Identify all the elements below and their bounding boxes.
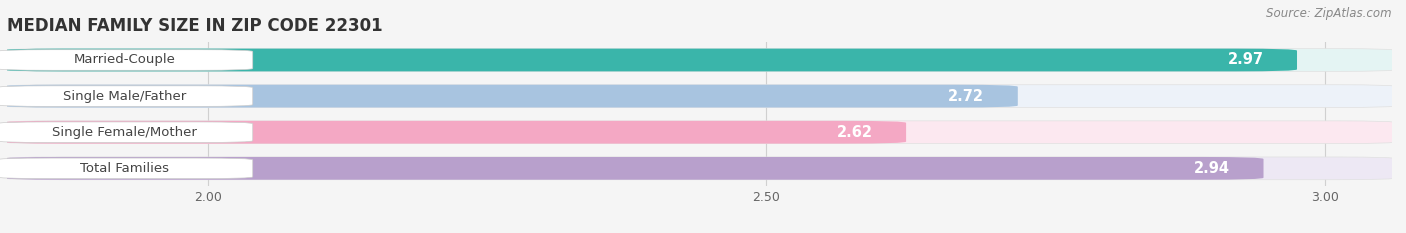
Text: Single Female/Mother: Single Female/Mother (52, 126, 197, 139)
Text: 2.94: 2.94 (1194, 161, 1230, 176)
FancyBboxPatch shape (0, 86, 253, 106)
FancyBboxPatch shape (1, 85, 1398, 107)
FancyBboxPatch shape (1, 157, 1264, 180)
FancyBboxPatch shape (1, 157, 1398, 180)
Text: Source: ZipAtlas.com: Source: ZipAtlas.com (1267, 7, 1392, 20)
Text: Married-Couple: Married-Couple (73, 54, 176, 66)
FancyBboxPatch shape (1, 85, 1018, 107)
Text: Single Male/Father: Single Male/Father (63, 90, 186, 103)
Text: 2.97: 2.97 (1227, 52, 1264, 68)
FancyBboxPatch shape (0, 50, 253, 70)
FancyBboxPatch shape (1, 49, 1296, 71)
FancyBboxPatch shape (1, 121, 1398, 144)
Text: 2.72: 2.72 (948, 89, 984, 104)
Text: MEDIAN FAMILY SIZE IN ZIP CODE 22301: MEDIAN FAMILY SIZE IN ZIP CODE 22301 (7, 17, 382, 35)
FancyBboxPatch shape (0, 122, 253, 143)
Text: Total Families: Total Families (80, 162, 169, 175)
Text: 2.62: 2.62 (837, 125, 873, 140)
FancyBboxPatch shape (0, 158, 253, 179)
FancyBboxPatch shape (1, 49, 1398, 71)
FancyBboxPatch shape (1, 121, 905, 144)
